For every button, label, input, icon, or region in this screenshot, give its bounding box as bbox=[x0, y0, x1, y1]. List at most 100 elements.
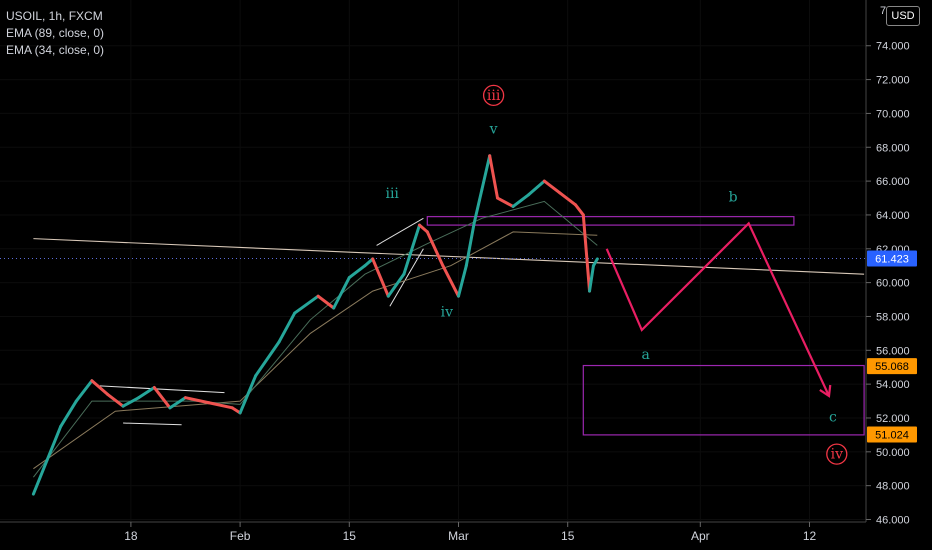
price-segment bbox=[542, 179, 562, 195]
y-tick-label: 66.000 bbox=[876, 176, 910, 188]
price-segment bbox=[152, 386, 172, 410]
price-segment bbox=[511, 193, 531, 208]
forecast-arrowhead bbox=[819, 384, 832, 398]
price-segment bbox=[230, 406, 242, 415]
price-segment bbox=[591, 257, 599, 268]
price-segment bbox=[496, 196, 515, 208]
x-tick-label: Mar bbox=[448, 529, 469, 543]
price-segment bbox=[558, 191, 577, 207]
price-segment bbox=[588, 264, 595, 293]
x-tick-label: 12 bbox=[803, 529, 817, 543]
forecast-line[interactable] bbox=[605, 221, 830, 397]
price-segment bbox=[59, 399, 78, 428]
price-label-bg bbox=[867, 358, 917, 375]
price-segment bbox=[488, 154, 499, 200]
channel-line[interactable] bbox=[123, 422, 182, 426]
ema-34-label[interactable]: EMA (34, close, 0) bbox=[6, 43, 105, 57]
time-scale[interactable]: 18 Feb 15 Mar 15 Apr 12 bbox=[124, 522, 816, 543]
price-segment bbox=[464, 221, 476, 268]
wave-label: iii bbox=[385, 186, 399, 202]
y-tick-label: 56.000 bbox=[876, 345, 910, 357]
y-tick-label: 74.000 bbox=[876, 41, 910, 53]
chart-legend: USOIL, 1h, FXCM EMA (89, close, 0) EMA (… bbox=[6, 8, 104, 59]
y-tick-label: 60.000 bbox=[876, 278, 910, 290]
price-segment bbox=[137, 386, 156, 400]
price-segment bbox=[418, 223, 429, 234]
price-label-bg bbox=[867, 250, 917, 267]
forecast-path[interactable] bbox=[605, 221, 832, 398]
y-tick-label: 64.000 bbox=[876, 210, 910, 222]
wave-label: v bbox=[489, 122, 498, 138]
price-scale[interactable]: 46.000 48.000 50.000 52.000 54.000 56.000 58.0… bbox=[866, 41, 910, 527]
trendline-layer[interactable] bbox=[0, 238, 866, 275]
channel-line[interactable] bbox=[389, 248, 424, 307]
price-segment bbox=[316, 294, 336, 310]
symbol-title[interactable]: USOIL, 1h, FXCM bbox=[6, 9, 103, 23]
price-segment bbox=[74, 379, 94, 403]
x-tick-label: 15 bbox=[561, 529, 575, 543]
wave-label-circle bbox=[826, 443, 848, 465]
price-labels: 61.423 55.068 51.024 bbox=[867, 250, 917, 443]
price-segment bbox=[293, 294, 320, 315]
price-zones[interactable] bbox=[426, 216, 865, 436]
wave-label: iv bbox=[831, 447, 843, 463]
x-tick-label: 18 bbox=[124, 529, 138, 543]
y-tick-label: 52.000 bbox=[876, 413, 910, 425]
price-segment bbox=[457, 264, 468, 298]
price-segment bbox=[386, 272, 406, 298]
x-tick-label: 15 bbox=[343, 529, 357, 543]
price-segment bbox=[480, 154, 492, 192]
price-segment bbox=[371, 257, 390, 298]
price-label-text: 51.024 bbox=[875, 429, 909, 441]
price-segment bbox=[121, 396, 141, 408]
y-tick-label: 58.000 bbox=[876, 311, 910, 323]
wave-label-circle bbox=[482, 84, 505, 107]
price-segment bbox=[347, 264, 367, 280]
wave-label: iv bbox=[441, 304, 453, 320]
price-segment bbox=[254, 340, 281, 378]
price-zone-box[interactable] bbox=[426, 216, 795, 226]
currency-button[interactable]: USD bbox=[886, 6, 920, 26]
price-label-text: 55.068 bbox=[875, 361, 909, 373]
ema-lines bbox=[33, 200, 598, 478]
price-segment bbox=[425, 230, 445, 268]
wave-label: c bbox=[829, 409, 837, 425]
price-segment bbox=[441, 264, 460, 298]
y-tick-label: 72.000 bbox=[876, 75, 910, 87]
channel-line[interactable] bbox=[376, 217, 424, 246]
y-tick-label: 70.000 bbox=[876, 108, 910, 120]
price-segment bbox=[332, 276, 351, 310]
y-tick-label: 50.000 bbox=[876, 447, 910, 459]
price-label-bg bbox=[867, 426, 917, 443]
price-segment bbox=[31, 424, 63, 496]
ema-89-line bbox=[33, 231, 598, 470]
x-tick-label: Apr bbox=[691, 529, 710, 543]
ema-89-label[interactable]: EMA (89, close, 0) bbox=[6, 26, 105, 40]
channel-line[interactable] bbox=[99, 385, 225, 394]
wave-label: a bbox=[642, 347, 650, 363]
trendline[interactable] bbox=[33, 238, 865, 275]
price-segment bbox=[207, 401, 234, 410]
price-series bbox=[31, 154, 599, 496]
price-segment bbox=[527, 179, 546, 197]
price-segment bbox=[277, 311, 297, 344]
price-scale-top-digit: 7 bbox=[880, 5, 887, 17]
price-label-text: 61.423 bbox=[875, 254, 909, 266]
ema-34-line bbox=[33, 200, 598, 478]
y-tick-label: 48.000 bbox=[876, 481, 910, 493]
price-segment bbox=[184, 396, 211, 405]
wave-label: b bbox=[729, 189, 738, 205]
price-segment bbox=[581, 213, 592, 293]
price-segment bbox=[238, 374, 258, 415]
y-tick-label: 46.000 bbox=[876, 515, 910, 527]
wave-labels: iii iv v iii a b c iv bbox=[385, 84, 848, 465]
x-tick-label: Feb bbox=[230, 529, 251, 543]
price-segment bbox=[402, 223, 421, 276]
price-segment bbox=[106, 392, 125, 408]
price-zone-box[interactable] bbox=[582, 364, 865, 436]
price-segment bbox=[574, 203, 585, 217]
price-segment bbox=[90, 379, 109, 396]
channel-lines[interactable] bbox=[99, 217, 424, 426]
